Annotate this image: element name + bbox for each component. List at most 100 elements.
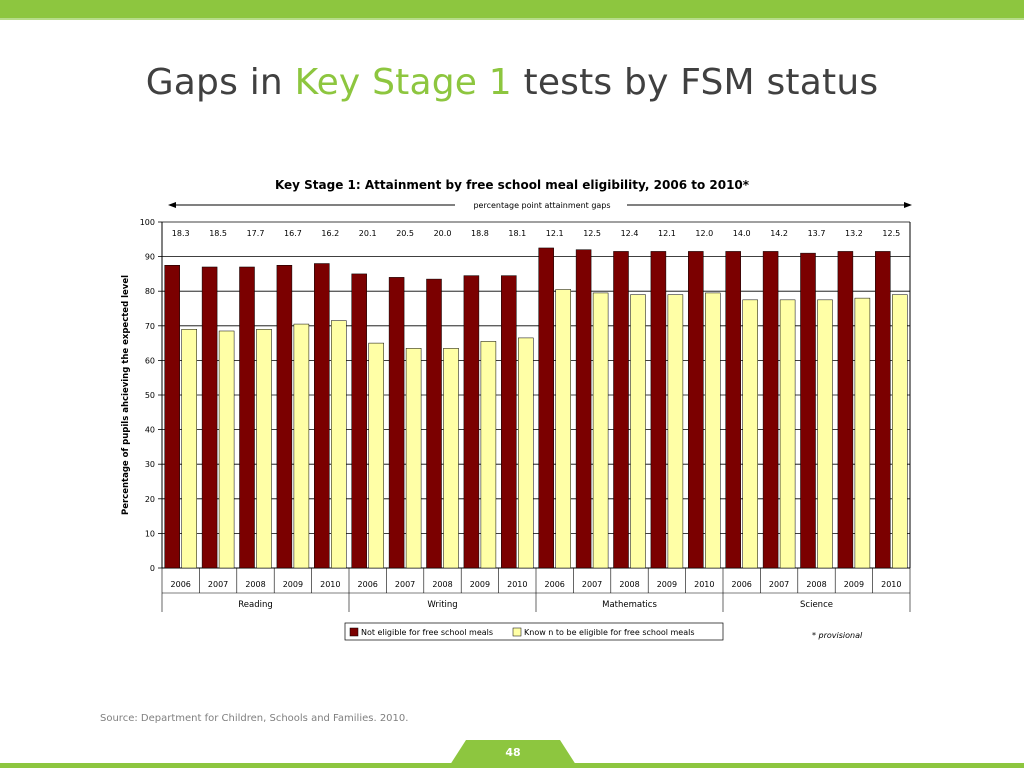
bar-eligible (405, 348, 422, 569)
y-tick-label: 80 (145, 287, 155, 296)
legend-box (344, 622, 724, 641)
gap-label: 20.5 (396, 229, 414, 238)
group-label: Science (800, 600, 833, 610)
gap-banner-arrow-left (168, 202, 176, 208)
bar-not-eligible (463, 275, 480, 569)
gap-label: 18.8 (471, 229, 489, 238)
y-tick-label: 0 (150, 564, 155, 573)
bottom-accent-bar (0, 763, 1024, 768)
bar-not-eligible (875, 251, 891, 569)
y-tick-label: 50 (145, 391, 155, 400)
y-tick-label: 60 (145, 356, 155, 365)
gap-label: 20.0 (434, 229, 452, 238)
bar-not-eligible (650, 251, 667, 569)
x-tick-label: 2008 (619, 580, 639, 589)
x-tick-label: 2007 (208, 580, 228, 589)
x-tick-label: 2008 (432, 580, 452, 589)
gap-label: 12.5 (882, 229, 900, 238)
bar-eligible (592, 292, 609, 569)
bar-not-eligible (800, 252, 816, 569)
bar-not-eligible (239, 266, 255, 569)
x-tick-label: 2010 (507, 580, 527, 589)
bar-not-eligible (314, 263, 330, 569)
y-tick-label: 100 (140, 218, 155, 227)
bar-not-eligible (501, 275, 517, 569)
slide-title-highlight: Key Stage 1 (294, 62, 512, 103)
bar-not-eligible (725, 251, 741, 569)
x-tick-label: 2007 (769, 580, 789, 589)
legend-label-eligible: Know n to be eligible for free school me… (524, 628, 695, 637)
gap-label: 16.7 (284, 229, 302, 238)
group-label: Reading (238, 600, 273, 610)
y-tick-label: 10 (145, 529, 155, 538)
x-tick-label: 2009 (283, 580, 303, 589)
bar-not-eligible (538, 247, 554, 569)
gap-label: 18.3 (172, 229, 190, 238)
gap-label: 13.2 (845, 229, 863, 238)
bar-eligible (854, 297, 871, 569)
bar-eligible (443, 348, 459, 569)
gap-label: 12.5 (583, 229, 601, 238)
x-tick-label: 2009 (657, 580, 677, 589)
provisional-note: * provisional (812, 631, 863, 640)
x-tick-label: 2007 (395, 580, 415, 589)
y-tick-label: 70 (145, 322, 155, 331)
slide-title: Gaps in Key Stage 1 tests by FSM status (0, 62, 1024, 103)
bar-eligible (480, 341, 497, 569)
bar-not-eligible (388, 277, 405, 569)
gap-label: 18.5 (209, 229, 227, 238)
bar-not-eligible (613, 251, 629, 569)
slide-title-part-1: Gaps in (145, 62, 295, 103)
x-tick-label: 2007 (582, 580, 602, 589)
bar-not-eligible (426, 278, 442, 569)
gap-label: 14.0 (733, 229, 751, 238)
x-tick-label: 2010 (694, 580, 714, 589)
legend-swatch-not-eligible (349, 627, 359, 637)
gap-banner-arrow-right (904, 202, 912, 208)
top-accent-bar (0, 0, 1024, 18)
bar-eligible (892, 294, 908, 569)
bar-eligible (742, 299, 758, 569)
bar-not-eligible (201, 266, 218, 569)
legend-swatch-eligible (512, 627, 522, 637)
x-tick-label: 2008 (806, 580, 826, 589)
source-note: Source: Department for Children, Schools… (100, 713, 409, 724)
x-tick-label: 2010 (320, 580, 340, 589)
bar-eligible (705, 292, 721, 569)
x-tick-label: 2006 (358, 580, 378, 589)
top-accent-line (0, 18, 1024, 20)
bar-eligible (218, 330, 235, 569)
bar-eligible (293, 323, 310, 569)
gap-label: 12.1 (546, 229, 564, 238)
y-tick-label: 20 (145, 495, 155, 504)
gap-label: 12.0 (695, 229, 713, 238)
group-label: Mathematics (602, 600, 657, 610)
bar-eligible (555, 289, 571, 569)
group-label: Writing (427, 600, 457, 610)
bar-not-eligible (762, 251, 779, 569)
gap-label: 14.2 (770, 229, 788, 238)
gap-banner-label: percentage point attainment gaps (473, 201, 610, 210)
bar-not-eligible (688, 251, 704, 569)
gap-label: 17.7 (247, 229, 265, 238)
bar-not-eligible (351, 273, 367, 569)
gap-label: 13.7 (808, 229, 826, 238)
gap-label: 12.4 (621, 229, 639, 238)
bar-eligible (181, 329, 197, 569)
bar-eligible (331, 320, 347, 569)
x-tick-label: 2006 (545, 580, 565, 589)
slide-title-part-2: tests by FSM status (511, 62, 879, 103)
y-axis-label: Percentage of pupils ahcieving the expec… (121, 275, 131, 515)
x-tick-label: 2009 (470, 580, 490, 589)
bar-not-eligible (575, 249, 592, 569)
bar-eligible (518, 337, 534, 569)
bar-eligible (256, 329, 272, 569)
page-number-tab (448, 740, 578, 768)
page-number: 48 (505, 746, 521, 759)
bar-eligible (667, 294, 684, 569)
bar-eligible (779, 299, 796, 569)
x-tick-label: 2006 (732, 580, 752, 589)
x-tick-label: 2006 (171, 580, 191, 589)
legend-label-not-eligible: Not eligible for free school meals (361, 628, 493, 637)
attainment-chart: Key Stage 1: Attainment by free school m… (121, 178, 912, 641)
